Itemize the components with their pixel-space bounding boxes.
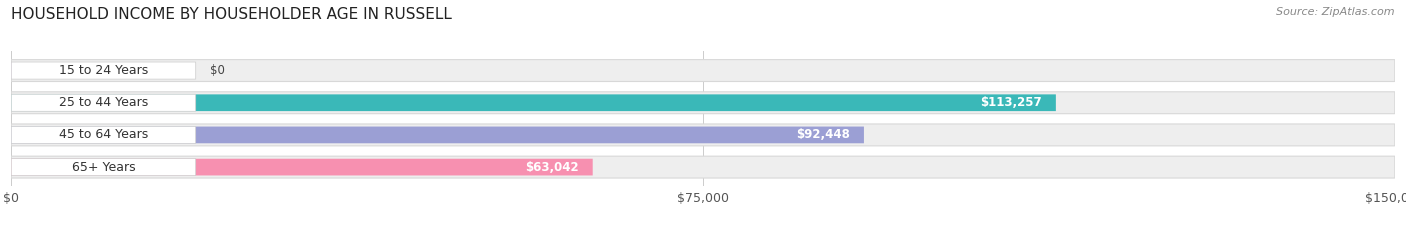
Text: $92,448: $92,448 (796, 128, 851, 141)
FancyBboxPatch shape (11, 126, 195, 144)
FancyBboxPatch shape (11, 94, 1056, 111)
Text: $63,042: $63,042 (526, 161, 579, 174)
Text: $113,257: $113,257 (980, 96, 1042, 109)
FancyBboxPatch shape (11, 127, 863, 143)
FancyBboxPatch shape (11, 159, 593, 175)
FancyBboxPatch shape (11, 156, 1395, 178)
FancyBboxPatch shape (11, 92, 1395, 114)
FancyBboxPatch shape (11, 124, 1395, 146)
FancyBboxPatch shape (11, 94, 195, 111)
Text: $0: $0 (209, 64, 225, 77)
Text: 25 to 44 Years: 25 to 44 Years (59, 96, 148, 109)
Text: HOUSEHOLD INCOME BY HOUSEHOLDER AGE IN RUSSELL: HOUSEHOLD INCOME BY HOUSEHOLDER AGE IN R… (11, 7, 453, 22)
Text: Source: ZipAtlas.com: Source: ZipAtlas.com (1277, 7, 1395, 17)
FancyBboxPatch shape (11, 60, 1395, 82)
FancyBboxPatch shape (11, 62, 15, 79)
Text: 15 to 24 Years: 15 to 24 Years (59, 64, 148, 77)
FancyBboxPatch shape (11, 62, 195, 79)
Text: 65+ Years: 65+ Years (72, 161, 135, 174)
FancyBboxPatch shape (11, 159, 195, 176)
Text: 45 to 64 Years: 45 to 64 Years (59, 128, 148, 141)
